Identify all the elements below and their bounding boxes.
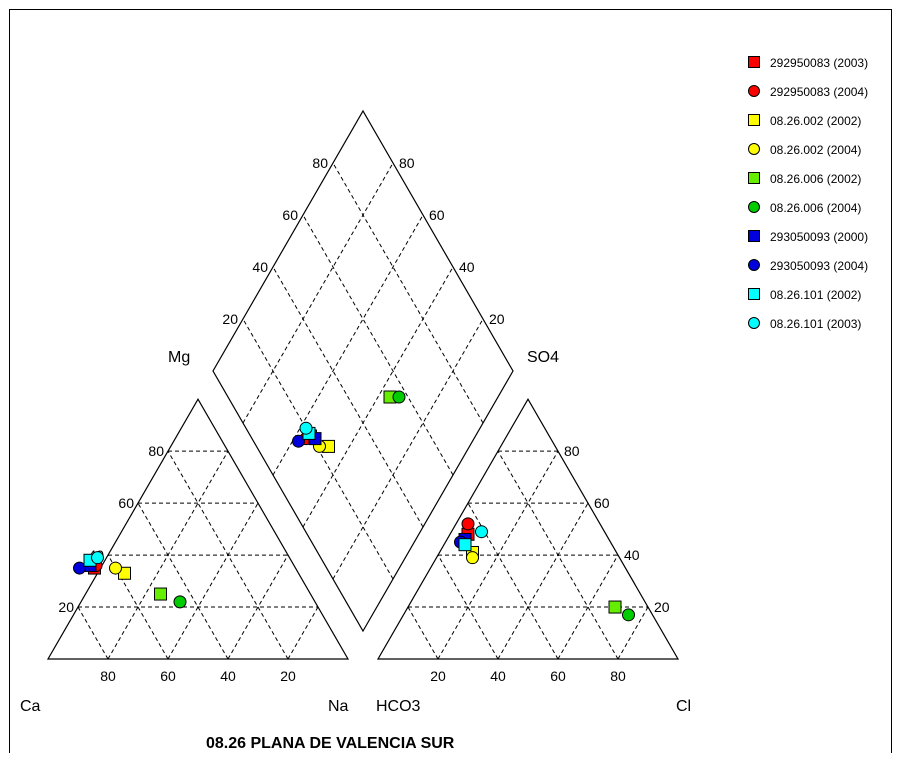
- cation-grid-ca-2: [167, 502, 259, 660]
- tick-mg-20: 20: [58, 599, 74, 615]
- anion-point-1: [461, 517, 475, 531]
- tick-so4-60: 60: [594, 495, 610, 511]
- cation-point-5: [173, 595, 187, 609]
- diamond-grid-b-1: [272, 266, 424, 528]
- cation-point-4: [154, 587, 167, 601]
- cation-point-9: [91, 551, 104, 565]
- legend-marker-6: [748, 230, 760, 242]
- outline-layer: [46, 109, 680, 660]
- legend-label-9: 08.26.101 (2003): [770, 317, 861, 331]
- legend-marker-2: [748, 114, 760, 126]
- legend-label-0: 292950083 (2003): [770, 56, 868, 70]
- legend-label-6: 293050093 (2000): [770, 230, 868, 244]
- label-mg: Mg: [168, 349, 190, 366]
- tick-diamond-left-80: 80: [312, 155, 328, 171]
- diamond-grid-b-3: [332, 162, 484, 424]
- cation-grid-ca-0: [287, 606, 319, 660]
- tick-ca-80: 80: [100, 668, 116, 684]
- label-so4: SO4: [527, 349, 559, 366]
- diamond-grid-a-1: [302, 266, 454, 528]
- tick-ca-20: 20: [280, 668, 296, 684]
- cation-point-3: [109, 561, 122, 575]
- anion-point-4: [608, 600, 622, 614]
- anion-triangle: [376, 397, 680, 660]
- tick-diamond-right-60: 60: [429, 207, 445, 223]
- legend-label-5: 08.26.006 (2004): [770, 201, 861, 215]
- legend-marker-5: [748, 201, 760, 213]
- diamond-grid-a-2: [272, 214, 424, 476]
- legend-label-4: 08.26.006 (2002): [770, 172, 861, 186]
- cation-grid-na-3: [167, 450, 289, 660]
- tick-diamond-left-60: 60: [282, 207, 298, 223]
- legend-marker-3: [748, 143, 760, 155]
- diamond-point-9: [299, 421, 313, 435]
- tick-so4-40: 40: [624, 547, 640, 563]
- tick-mg-80: 80: [148, 443, 164, 459]
- tick-mg-60: 60: [118, 495, 134, 511]
- diamond-grid-a-3: [242, 162, 394, 424]
- tick-ca-60: 60: [160, 668, 176, 684]
- diamond-grid-a-0: [332, 318, 484, 580]
- legend-label-1: 292950083 (2004): [770, 85, 868, 99]
- diamond-grid-b-2: [302, 214, 454, 476]
- tick-so4-20: 20: [654, 599, 670, 615]
- cation-grid-ca-3: [107, 450, 229, 660]
- tick-diamond-right-80: 80: [399, 155, 415, 171]
- legend-label-2: 08.26.002 (2002): [770, 114, 861, 128]
- tick-labels: 80 60 40 20 20 40 60 80 20 40 60 80 20 40 60 80 20 40 60 80…: [58, 155, 669, 684]
- tick-so4-80: 80: [564, 443, 580, 459]
- legend-marker-1: [748, 85, 760, 97]
- tick-diamond-left-40: 40: [252, 259, 268, 275]
- diamond: [212, 109, 514, 633]
- data-points: [73, 390, 635, 622]
- legend-marker-7: [748, 259, 760, 271]
- label-cl: Cl: [676, 698, 691, 715]
- legend-marker-9: [748, 317, 760, 329]
- legend-label-8: 08.26.101 (2002): [770, 288, 861, 302]
- tick-cl-60: 60: [550, 668, 566, 684]
- anion-point-5: [622, 608, 635, 622]
- anion-point-8: [458, 538, 472, 552]
- legend-marker-4: [748, 172, 760, 184]
- legend-marker-0: [748, 56, 760, 68]
- tick-ca-40: 40: [220, 668, 236, 684]
- chart-title: 08.26 PLANA DE VALENCIA SUR: [206, 735, 455, 752]
- anion-grid-hco3-0: [617, 606, 649, 660]
- grid-layer: [77, 162, 649, 660]
- anion-grid-cl-0: [407, 606, 439, 660]
- anion-grid-hco3-3: [437, 450, 559, 660]
- chart-frame: [9, 9, 892, 753]
- cation-triangle: [46, 397, 350, 660]
- tick-diamond-left-20: 20: [222, 311, 238, 327]
- diamond-point-7: [292, 434, 305, 448]
- tick-cl-20: 20: [430, 668, 446, 684]
- tick-diamond-right-40: 40: [459, 259, 475, 275]
- legend: 292950083 (2003) 292950083 (2004) 08.26.00…: [748, 56, 868, 331]
- label-ca: Ca: [20, 698, 41, 715]
- tick-cl-80: 80: [610, 668, 626, 684]
- anion-point-3: [466, 551, 479, 565]
- cation-point-7: [73, 561, 86, 575]
- diamond-point-5: [392, 390, 406, 404]
- cation-grid-na-0: [77, 606, 109, 660]
- tick-diamond-right-20: 20: [489, 311, 505, 327]
- cation-grid-na-2: [137, 502, 229, 660]
- legend-label-7: 293050093 (2004): [770, 259, 868, 273]
- label-hco3: HCO3: [376, 698, 421, 715]
- anion-grid-hco3-2: [497, 502, 589, 660]
- anion-point-9: [475, 525, 488, 539]
- anion-grid-cl-3: [497, 450, 619, 660]
- legend-label-3: 08.26.002 (2004): [770, 143, 861, 157]
- legend-marker-8: [748, 288, 760, 300]
- tick-cl-40: 40: [490, 668, 506, 684]
- label-na: Na: [328, 698, 349, 715]
